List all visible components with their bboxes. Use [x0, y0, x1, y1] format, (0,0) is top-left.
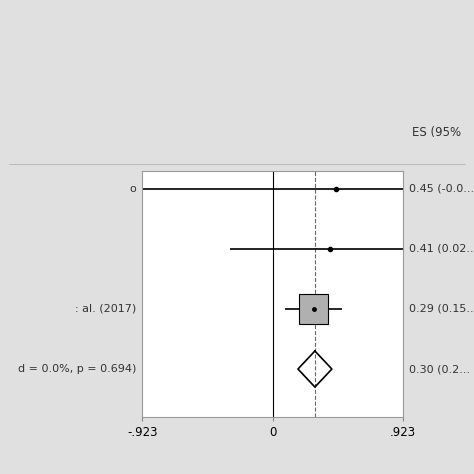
Text: : al. (2017): : al. (2017): [75, 304, 137, 314]
Text: o: o: [130, 184, 137, 194]
Text: 0.29 (0.15...: 0.29 (0.15...: [409, 304, 474, 314]
Text: 0.45 (-0.0...: 0.45 (-0.0...: [409, 184, 474, 194]
Text: d = 0.0%, p = 0.694): d = 0.0%, p = 0.694): [18, 364, 137, 374]
Text: 0.30 (0.2...: 0.30 (0.2...: [409, 364, 470, 374]
Text: ES (95%: ES (95%: [412, 126, 462, 139]
Text: 0.41 (0.02...: 0.41 (0.02...: [409, 244, 474, 254]
Bar: [300, 294, 328, 324]
